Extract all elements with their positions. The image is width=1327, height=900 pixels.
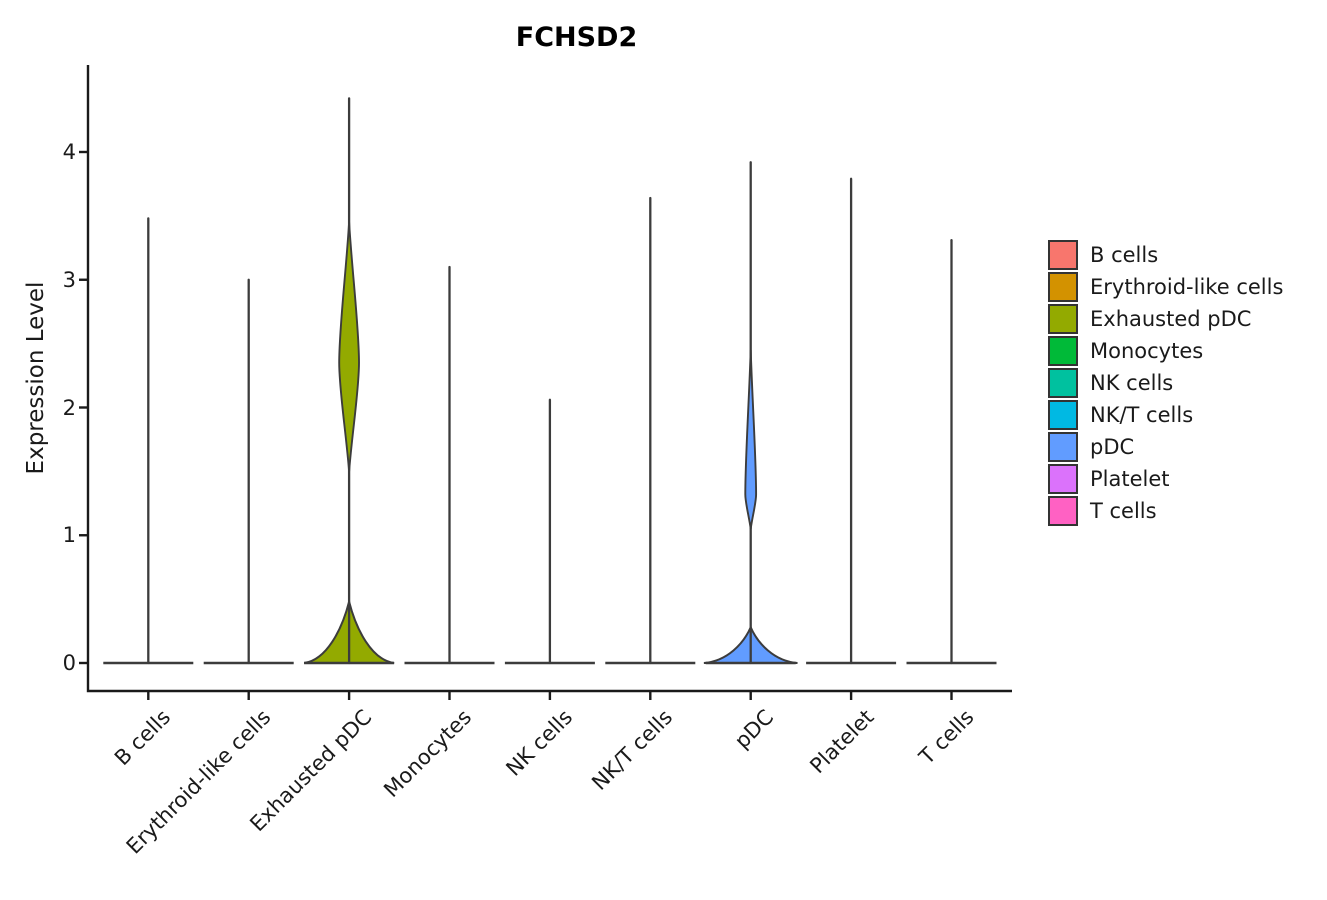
legend: B cells Erythroid-like cells Exhausted pDC… bbox=[1048, 240, 1284, 529]
y-tick-label: 4 bbox=[62, 140, 76, 164]
legend-label: Erythroid-like cells bbox=[1090, 275, 1284, 299]
legend-label: Monocytes bbox=[1090, 339, 1204, 363]
violin-nk-cells bbox=[504, 398, 595, 665]
legend-swatch bbox=[1048, 272, 1078, 302]
legend-swatch bbox=[1048, 304, 1078, 334]
legend-item: Erythroid-like cells bbox=[1048, 272, 1284, 302]
legend-swatch bbox=[1048, 496, 1078, 526]
legend-swatch bbox=[1048, 464, 1078, 494]
axis-lines bbox=[86, 65, 1012, 693]
legend-item: T cells bbox=[1048, 496, 1283, 526]
plot-title: FCHSD2 bbox=[515, 22, 638, 53]
legend-item: Exhausted pDC bbox=[1048, 304, 1283, 334]
legend-swatch bbox=[1048, 368, 1078, 398]
legend-item: Monocytes bbox=[1048, 336, 1283, 366]
violin-nk-t-cells bbox=[605, 196, 696, 665]
violin-platelet bbox=[806, 177, 897, 665]
violin-t-cells bbox=[906, 238, 997, 665]
legend-swatch bbox=[1048, 432, 1078, 462]
y-tick-label: 3 bbox=[62, 267, 76, 292]
legend-item: NK/T cells bbox=[1048, 400, 1283, 430]
legend-label: pDC bbox=[1090, 435, 1135, 459]
legend-label: NK cells bbox=[1090, 371, 1174, 395]
y-tick-label: 2 bbox=[62, 395, 76, 420]
violin-density-body bbox=[338, 222, 360, 472]
legend-label: NK/T cells bbox=[1090, 403, 1194, 427]
legend-item: B cells bbox=[1048, 240, 1283, 270]
legend-label: Exhausted pDC bbox=[1090, 307, 1252, 331]
y-tick-label: 0 bbox=[62, 651, 76, 675]
violin-pdc bbox=[703, 161, 798, 665]
legend-item: NK cells bbox=[1048, 368, 1283, 398]
legend-item: Platelet bbox=[1048, 464, 1283, 494]
violin-exhausted-pdc bbox=[303, 97, 395, 665]
violin-monocytes bbox=[404, 265, 495, 665]
legend-label: T cells bbox=[1090, 499, 1157, 523]
legend-label: B cells bbox=[1090, 243, 1159, 267]
violin-erythroid-like-cells bbox=[203, 278, 294, 665]
legend-swatch bbox=[1048, 240, 1078, 270]
legend-swatch bbox=[1048, 400, 1078, 430]
legend-item: pDC bbox=[1048, 432, 1283, 462]
legend-label: Platelet bbox=[1090, 467, 1170, 491]
violin-b-cells bbox=[103, 217, 194, 665]
legend-swatch bbox=[1048, 336, 1078, 366]
y-tick-label: 1 bbox=[62, 523, 76, 548]
violin-density-body bbox=[744, 349, 758, 529]
